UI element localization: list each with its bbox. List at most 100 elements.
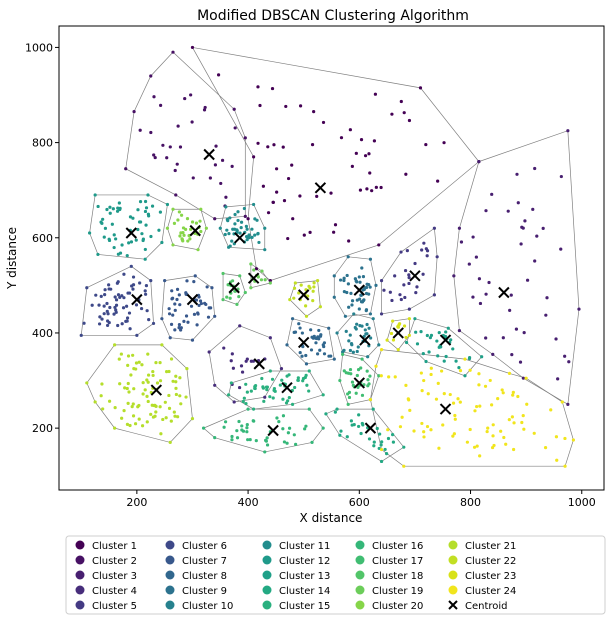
cluster-6-point [97,322,102,326]
cluster-1-point [298,194,302,198]
cluster-7-point [177,293,181,297]
cluster-9-point [374,283,378,287]
legend-label: Cluster 8 [182,571,227,582]
cluster-24-point [507,418,511,422]
legend-marker [262,555,272,565]
cluster-24-point [555,458,559,462]
cluster-16-point [304,424,308,428]
cluster-3-point [484,292,488,296]
cluster-23-point [404,335,408,340]
cluster-21-point [122,409,126,413]
cluster-1-point [252,155,256,159]
cluster-23-point [407,317,411,321]
cluster-17-point [348,367,353,372]
cluster-20-point [190,220,195,224]
cluster-13-point [468,355,472,360]
cluster-8-point [332,357,336,361]
cluster-10-point [349,341,354,346]
plot-frame [58,25,605,491]
cluster-5-point [399,250,403,254]
cluster-6-point [90,303,94,307]
cluster-21-point [130,405,134,409]
cluster-16-point [230,434,234,439]
cluster-5-point [405,249,409,253]
cluster-19-point [249,262,253,266]
cluster-2-point [203,105,207,110]
cluster-5-centroid [409,270,421,282]
cluster-3-point [522,331,526,335]
cluster-10-point [367,326,371,330]
cluster-21-point [158,361,162,365]
cluster-16-point [245,426,249,430]
cluster-2-point [213,163,218,167]
cluster-21-point [117,357,121,361]
cluster-13-point [457,366,461,370]
cluster-11-point [244,234,249,239]
cluster-12-point [87,231,92,235]
cluster-4-point [279,367,284,371]
cluster-21-point [146,373,151,377]
cluster-16-point [235,436,240,440]
cluster-8-point [322,344,326,349]
cluster-4-point [222,346,226,350]
cluster-10-point [365,322,369,327]
y-tick-label: 200 [32,422,53,435]
cluster-12-point [143,257,147,261]
cluster-1-point [377,243,381,247]
cluster-6-point [124,319,128,323]
cluster-21-point [171,379,175,383]
cluster-21-point [129,373,133,377]
cluster-12-point [144,206,149,210]
legend-marker [355,585,365,595]
cluster-11-point [218,226,222,230]
cluster-10-point [342,348,346,352]
cluster-24-point [532,431,536,435]
cluster-7-point [173,302,177,306]
cluster-21-point [125,422,130,427]
cluster-1-point [272,143,276,147]
cluster-15-point [261,385,265,389]
cluster-2-point [124,167,128,171]
cluster-6-point [115,281,119,285]
cluster-24-point [451,401,456,405]
cluster-10-point [356,345,360,349]
cluster-4-point [213,383,217,387]
cluster-11-point [253,217,257,221]
cluster-21-point [151,415,156,419]
cluster-15-point [307,369,311,373]
cluster-1-point [321,120,326,125]
cluster-21-point [159,432,163,436]
cluster-8-point [309,328,313,332]
cluster-12-point [102,235,106,239]
cluster-21-point [167,393,171,398]
cluster-9-point [357,307,361,311]
legend-marker [355,555,365,565]
cluster-16-point [235,429,239,433]
cluster-17-point [359,366,363,370]
cluster-24-point [408,408,412,412]
cluster-18-point [235,302,239,306]
cluster-21-point [190,417,195,421]
cluster-18-hull [222,273,246,305]
cluster-21-point [140,424,145,428]
cluster-21-point [141,392,145,396]
cluster-24-point [374,364,378,368]
cluster-24-point [475,444,479,448]
cluster-21-point [167,369,171,374]
cluster-9-point [358,280,362,284]
cluster-6-point [122,272,126,276]
cluster-12-point [129,240,134,244]
cluster-6-point [139,306,144,311]
cluster-21-point [131,353,135,357]
legend-label: Cluster 17 [372,556,423,567]
cluster-3-point [506,209,510,213]
cluster-11-point [239,220,244,224]
cluster-11-point [233,222,237,226]
cluster-21-point [145,394,149,398]
cluster-5-point [388,290,392,294]
cluster-14-point [338,433,342,437]
cluster-6-point [94,293,98,297]
cluster-22-point [299,283,303,287]
cluster-6-point [120,322,124,326]
cluster-12-point [99,220,103,224]
